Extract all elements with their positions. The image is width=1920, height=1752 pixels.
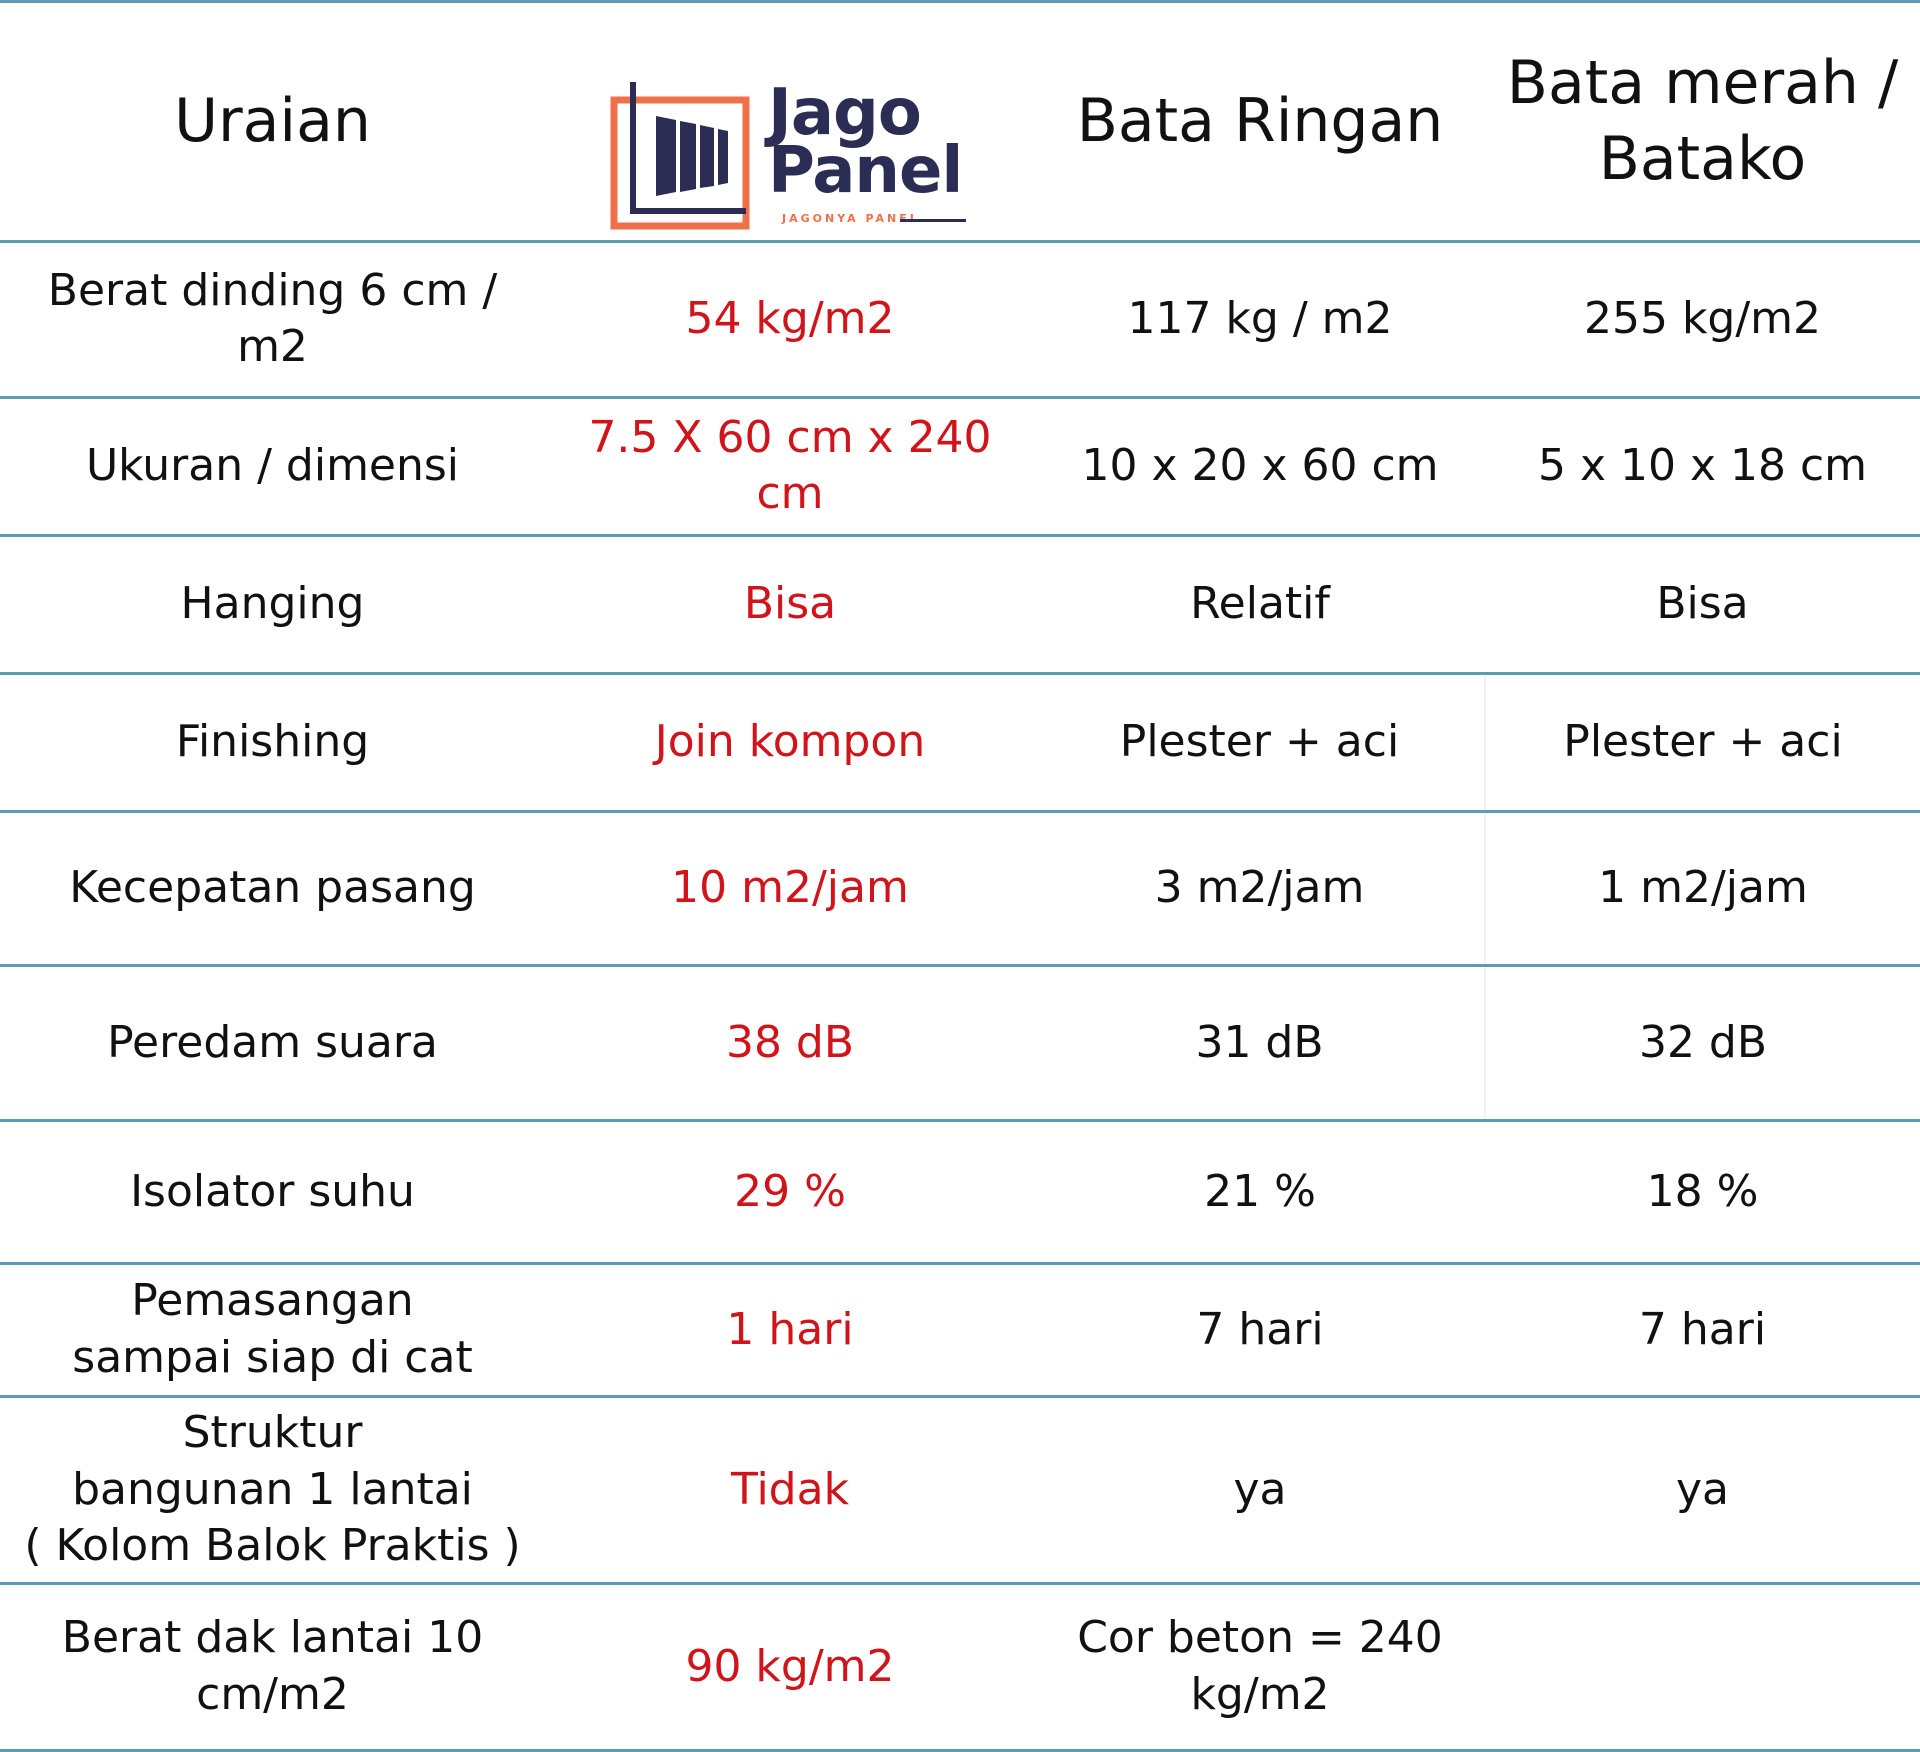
jago-panel-value: 1 hari bbox=[726, 1303, 854, 1355]
bata-ringan-value: Relatif bbox=[1190, 578, 1330, 630]
bata-ringan-value: 117 kg / m2 bbox=[1127, 293, 1393, 345]
bata-merah-value: 7 hari bbox=[1638, 1303, 1767, 1355]
brand-name: Jago Panel bbox=[768, 75, 963, 208]
row-label: Kecepatan pasang bbox=[69, 862, 476, 914]
bata-merah-value: 5 x 10 x 18 cm bbox=[1537, 440, 1868, 492]
table-row: Finishing Join kompon Plester + aci Ples… bbox=[0, 673, 1920, 812]
bata-ringan-value: 10 x 20 x 60 cm bbox=[1081, 440, 1439, 492]
bata-merah-value: ya bbox=[1675, 1463, 1729, 1515]
table-row: Pemasangan sampai siap di cat 1 hari 7 h… bbox=[0, 1263, 1920, 1396]
row-label: Isolator suhu bbox=[130, 1165, 415, 1217]
header-row: Uraian Jago bbox=[0, 1, 1920, 242]
bata-merah-value: 1 m2/jam bbox=[1484, 811, 1920, 966]
header-uraian: Uraian bbox=[174, 86, 371, 156]
row-label: Pemasangan sampai siap di cat bbox=[72, 1275, 473, 1383]
header-bata-ringan: Bata Ringan bbox=[1076, 86, 1444, 156]
bata-ringan-value: ya bbox=[1233, 1463, 1287, 1515]
bata-ringan-value: 3 m2/jam bbox=[1154, 862, 1365, 914]
row-label: Finishing bbox=[175, 716, 370, 768]
bata-ringan-value: 7 hari bbox=[1196, 1303, 1324, 1355]
brand-tagline: JAGONYA PANEL bbox=[782, 211, 920, 225]
bata-ringan-value: 31 dB bbox=[1195, 1016, 1324, 1068]
brand-name-line2: Panel bbox=[768, 133, 963, 208]
jago-panel-value: 29 % bbox=[734, 1165, 846, 1217]
row-label: Ukuran / dimensi bbox=[85, 440, 460, 492]
bata-ringan-value: Cor beton = 240 kg/m2 bbox=[1077, 1612, 1443, 1720]
bata-merah-value: Plester + aci bbox=[1484, 673, 1920, 812]
header-bata-merah: Bata merah / Batako bbox=[1506, 47, 1899, 195]
bata-merah-value: 255 kg/m2 bbox=[1583, 293, 1822, 345]
table-row: Berat dak lantai 10 cm/m2 90 kg/m2 Cor b… bbox=[0, 1583, 1920, 1751]
bata-merah-value: 18 % bbox=[1646, 1165, 1759, 1217]
table-row: Ukuran / dimensi 7.5 X 60 cm x 240 cm 10… bbox=[0, 397, 1920, 535]
jago-panel-value: Join kompon bbox=[654, 716, 926, 768]
bata-merah-value bbox=[1485, 1583, 1920, 1750]
table-row: Hanging Bisa Relatif Bisa bbox=[0, 535, 1920, 673]
row-label: Berat dinding 6 cm / m2 bbox=[47, 264, 498, 373]
bata-ringan-value: 21 % bbox=[1204, 1165, 1316, 1217]
row-label: Hanging bbox=[180, 578, 365, 630]
table-row: Peredam suara 38 dB 31 dB 32 dB bbox=[0, 965, 1920, 1121]
table-row: Kecepatan pasang 10 m2/jam 3 m2/jam 1 m2… bbox=[0, 811, 1920, 966]
bata-merah-value: Bisa bbox=[1656, 578, 1749, 630]
bata-ringan-value: Plester + aci bbox=[1119, 716, 1400, 768]
panel-frame-icon bbox=[610, 81, 750, 230]
header-jago-panel-logo: Jago Panel JAGONYA PANEL bbox=[545, 2, 1035, 242]
table-row: Berat dinding 6 cm / m2 54 kg/m2 117 kg … bbox=[0, 241, 1920, 397]
jago-panel-logo: Jago Panel JAGONYA PANEL bbox=[610, 80, 970, 240]
jago-panel-value: 10 m2/jam bbox=[671, 862, 909, 914]
brand-tagline-rule bbox=[900, 218, 966, 222]
brand-name-line1: Jago bbox=[768, 75, 922, 150]
bata-merah-value: 32 dB bbox=[1484, 965, 1920, 1121]
row-label: Peredam suara bbox=[107, 1016, 438, 1068]
jago-panel-value: Tidak bbox=[730, 1463, 850, 1515]
table-row: Isolator suhu 29 % 21 % 18 % bbox=[0, 1120, 1920, 1263]
jago-panel-value: 38 dB bbox=[725, 1016, 855, 1068]
row-label: Struktur bangunan 1 lantai ( Kolom Balok… bbox=[24, 1407, 521, 1571]
jago-panel-value: 90 kg/m2 bbox=[685, 1640, 895, 1692]
jago-panel-value: Bisa bbox=[743, 578, 837, 630]
jago-panel-value: 7.5 X 60 cm x 240 cm bbox=[588, 411, 992, 520]
table-row: Struktur bangunan 1 lantai ( Kolom Balok… bbox=[0, 1396, 1920, 1583]
row-label: Berat dak lantai 10 cm/m2 bbox=[61, 1612, 484, 1720]
jago-panel-value: 54 kg/m2 bbox=[685, 293, 895, 345]
